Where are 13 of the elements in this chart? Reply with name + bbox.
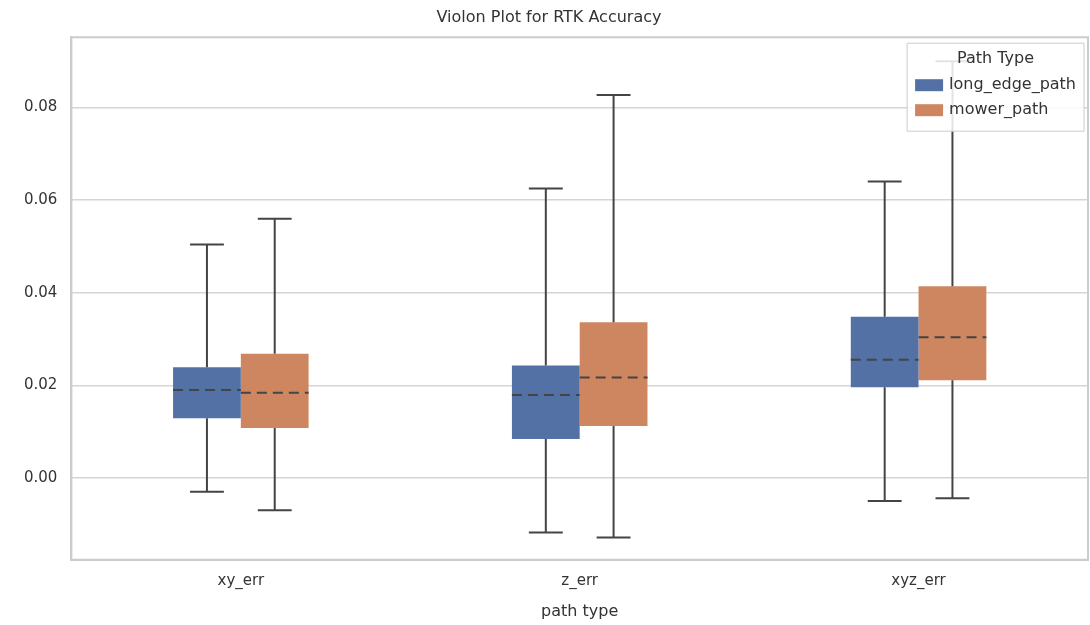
y-tick-label: 0.06 (23, 190, 58, 209)
legend-title: Path Type (957, 48, 1035, 68)
x-axis-title: path type (541, 600, 619, 620)
legend-label: mower_path (949, 99, 1049, 120)
y-tick-label: 0.04 (23, 282, 58, 301)
y-tick-label: 0.08 (23, 97, 58, 116)
y-tick-label: 0.00 (23, 467, 58, 486)
chart-title: Violon Plot for RTK Accuracy (436, 6, 662, 26)
y-tick-label: 0.02 (23, 375, 58, 394)
x-tick-label: z_err (561, 570, 599, 590)
x-tick-label: xy_err (217, 570, 265, 590)
x-tick-label: xyz_err (891, 570, 947, 590)
legend-label: long_edge_path (949, 74, 1076, 95)
